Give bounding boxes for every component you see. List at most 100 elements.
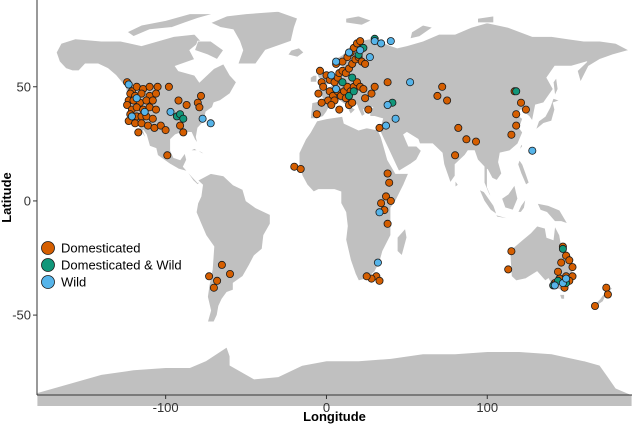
point-domesticated <box>454 123 463 132</box>
land-sulawesi <box>517 198 527 213</box>
point-domesticated <box>312 110 321 119</box>
point-wild <box>391 114 400 123</box>
point-domesticated <box>196 91 205 100</box>
point-domesticated <box>153 82 162 91</box>
legend-swatch <box>41 258 55 272</box>
point-domesticated <box>568 263 577 272</box>
land-south-america <box>195 173 271 323</box>
land-taiwan <box>519 142 524 151</box>
point-domesticated-wild <box>512 87 521 96</box>
point-domesticated <box>148 114 157 123</box>
y-tick-label: -50 <box>12 308 31 323</box>
land-svalbard <box>345 15 373 26</box>
point-domesticated <box>512 110 521 119</box>
point-domesticated <box>161 126 170 135</box>
point-domesticated <box>591 301 600 310</box>
x-axis-title: Longitude <box>303 409 366 424</box>
point-domesticated <box>356 37 365 46</box>
point-domesticated <box>217 260 226 269</box>
land-ireland <box>310 74 318 83</box>
point-domesticated <box>296 164 305 173</box>
point-domesticated <box>213 276 222 285</box>
land-madagascar <box>396 227 408 257</box>
point-wild <box>377 39 386 48</box>
point-domesticated <box>383 169 392 178</box>
point-wild <box>124 80 133 89</box>
point-wild <box>375 208 384 217</box>
point-domesticated <box>327 101 336 110</box>
land-africa <box>298 115 410 282</box>
point-domesticated <box>151 105 160 114</box>
point-domesticated <box>317 98 326 107</box>
land-borneo <box>501 183 519 211</box>
point-domesticated <box>383 219 392 228</box>
point-domesticated <box>195 103 204 112</box>
land-baffin <box>194 40 225 60</box>
point-domesticated <box>385 178 394 187</box>
point-wild <box>140 107 149 116</box>
point-domesticated <box>123 101 132 110</box>
y-axis-title: Latitude <box>0 172 14 223</box>
point-wild <box>406 78 415 87</box>
point-wild <box>206 119 215 128</box>
x-tick-label: 0 <box>323 400 330 415</box>
point-domesticated <box>507 247 516 256</box>
land-greenland <box>209 10 299 65</box>
land-novaya <box>409 24 434 40</box>
land-tasmania <box>559 294 565 300</box>
point-domesticated <box>433 91 442 100</box>
land-arctic-isles <box>126 13 215 37</box>
point-wild <box>127 112 136 121</box>
point-domesticated <box>209 283 218 292</box>
point-domesticated <box>443 96 452 105</box>
point-wild <box>365 53 374 62</box>
world-map <box>36 10 632 407</box>
point-domesticated <box>156 121 165 130</box>
point-domesticated <box>367 89 376 98</box>
point-domesticated <box>557 258 566 267</box>
point-wild <box>550 281 559 290</box>
point-domesticated <box>315 66 324 75</box>
point-domesticated <box>504 265 513 274</box>
land-eurasia <box>309 22 630 199</box>
point-domesticated-wild <box>558 244 567 253</box>
point-domesticated <box>361 59 370 68</box>
point-wild <box>166 107 175 116</box>
point-domesticated <box>377 199 386 208</box>
legend-label: Domesticated & Wild <box>61 258 182 273</box>
observation-points <box>123 34 612 310</box>
land-philippines <box>517 158 530 186</box>
point-domesticated <box>386 196 395 205</box>
x-tick-label: -100 <box>153 400 179 415</box>
point-domesticated <box>471 137 480 146</box>
point-domesticated <box>359 85 368 94</box>
point-wild <box>381 121 390 130</box>
point-wild <box>327 71 336 80</box>
land-sumatra <box>478 188 498 216</box>
point-wild <box>332 85 341 94</box>
point-domesticated <box>225 269 234 278</box>
point-domesticated <box>364 105 373 114</box>
point-domesticated <box>462 135 471 144</box>
point-domesticated <box>163 151 172 160</box>
point-domesticated-wild <box>344 91 353 100</box>
land-cuba <box>189 147 208 156</box>
x-tick-label: 100 <box>476 400 498 415</box>
point-wild <box>528 146 537 155</box>
point-domesticated <box>174 96 183 105</box>
legend-swatch <box>41 241 55 255</box>
point-domesticated <box>176 121 185 130</box>
point-domesticated <box>451 151 460 160</box>
point-domesticated <box>602 283 611 292</box>
y-tick-label: 50 <box>17 79 31 94</box>
point-domesticated <box>137 89 146 98</box>
land-japan <box>534 97 561 132</box>
land-antarctica <box>36 346 632 407</box>
point-domesticated <box>383 78 392 87</box>
point-domesticated <box>134 128 143 137</box>
point-domesticated <box>145 82 154 91</box>
point-domesticated <box>554 267 563 276</box>
land-severnaya <box>477 15 495 24</box>
